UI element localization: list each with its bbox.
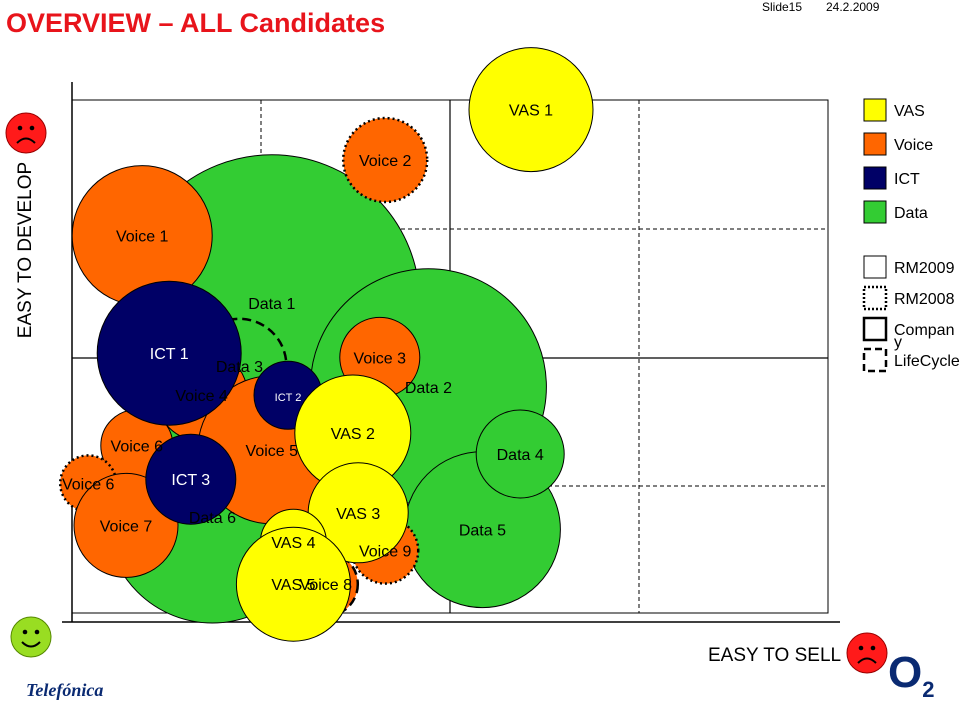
bubble-label: Voice 8	[300, 577, 353, 594]
telefonica-logo: Telefónica	[26, 680, 104, 700]
sad-face-icon	[846, 632, 888, 674]
bubbles-layer: Data 1 Data 2 Data 6 Data 5 Data 4 Data 3 Voic…	[58, 47, 594, 642]
sad-face-icon	[5, 112, 47, 154]
bubble-label: ICT 2	[275, 392, 302, 404]
bubble-ict-1	[96, 280, 242, 426]
legend-label: VAS	[894, 103, 925, 120]
bubble-label: Voice 9	[359, 544, 412, 561]
bubble-ict-3	[145, 433, 237, 525]
legend-swatch-data	[863, 200, 887, 224]
legend-border-rm2009	[863, 255, 887, 279]
bubble-label: Data 5	[459, 523, 506, 540]
bubble-label: VAS 3	[336, 506, 380, 523]
bubble-label: VAS 2	[331, 426, 375, 443]
bubble-label: Voice 3	[354, 350, 407, 367]
legend-border-lifecycle	[862, 347, 888, 373]
legend-label: LifeCycle	[894, 353, 960, 370]
bubble-vas-1	[468, 47, 594, 173]
bubble-label: ICT 1	[150, 346, 189, 363]
legend-label: RM2008	[894, 291, 955, 308]
legend-label: Compan	[894, 322, 954, 339]
legend-label: ICT	[894, 171, 920, 188]
bubble-label: Voice 6	[62, 476, 115, 493]
legend-border-company	[862, 316, 888, 342]
bubble-label: Data 2	[405, 380, 452, 397]
legend-swatch-vas	[863, 98, 887, 122]
bubble-label: VAS 4	[271, 535, 315, 552]
bubble-vas-5	[235, 526, 351, 642]
legend-swatch-ict	[863, 166, 887, 190]
bubble-label: Data 4	[497, 447, 544, 464]
slide-date: 24.2.2009	[826, 0, 880, 14]
legend-label: y	[894, 334, 902, 351]
bubble-label: Data 1	[248, 296, 295, 313]
bubble-label: Data 3	[216, 359, 263, 376]
bubble-label: Voice 6	[111, 439, 164, 456]
page-title: OVERVIEW – ALL Candidates	[6, 8, 386, 38]
y-axis-label: EASY TO DEVELOP	[15, 161, 36, 339]
bubble-label: VAS 5	[271, 577, 315, 594]
bubble-label: VAS 1	[509, 103, 553, 120]
happy-face-icon	[10, 616, 52, 658]
bubble-label: Voice 7	[100, 518, 153, 535]
bubble-label: Data 6	[189, 510, 236, 527]
legend-label: RM2009	[894, 260, 955, 277]
legend-swatch-voice	[863, 132, 887, 156]
bubble-label: Voice 5	[246, 443, 299, 460]
bubble-voice-2	[341, 116, 429, 204]
legend-border-rm2008	[862, 285, 888, 311]
o2-logo: O2	[888, 648, 935, 702]
legend-label: Voice	[894, 137, 933, 154]
bubble-data-4	[475, 409, 565, 499]
bubble-label: Voice 1	[116, 229, 169, 246]
bubble-label: ICT 3	[171, 472, 210, 489]
x-axis-label: EASY TO SELL	[708, 645, 842, 666]
bubble-label: Voice 4	[175, 388, 228, 405]
bubble-label: Voice 2	[359, 153, 412, 170]
legend-label: Data	[894, 205, 928, 222]
slide-number: Slide15	[762, 0, 803, 14]
